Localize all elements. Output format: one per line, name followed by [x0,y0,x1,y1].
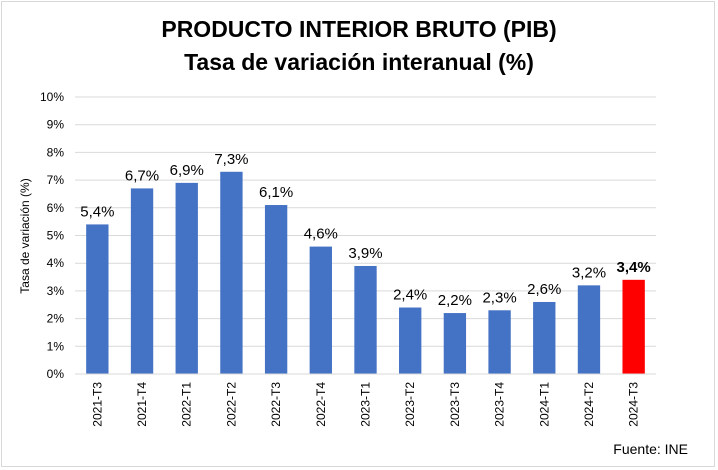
x-tick-label: 2023-T1 [359,382,373,427]
y-tick-label: 7% [47,173,65,187]
data-label: 2,6% [527,281,561,298]
data-label: 2,4% [393,287,427,304]
y-tick-label: 9% [47,118,65,132]
data-label: 3,2% [572,264,606,281]
chart-title: PRODUCTO INTERIOR BRUTO (PIB) [161,16,557,42]
chart-subtitle: Tasa de variación interanual (%) [184,49,534,75]
bar [86,224,109,374]
x-tick-label: 2022-T3 [269,382,283,427]
data-label: 2,3% [482,289,516,306]
x-tick-label: 2022-T4 [314,382,328,427]
bar [220,171,243,374]
x-tick-label: 2021-T3 [90,382,104,427]
data-label: 6,1% [259,184,293,201]
source-note: Fuente: INE [613,441,688,457]
y-tick-label: 4% [47,256,65,270]
bar [175,182,198,374]
x-tick-label: 2023-T2 [403,382,417,427]
y-tick-label: 2% [47,312,65,326]
data-label: 7,3% [214,151,248,168]
y-tick-label: 1% [47,339,65,353]
bar [354,265,377,374]
bar [533,301,556,374]
y-tick-label: 10% [40,90,64,104]
y-tick-label: 0% [47,367,65,381]
bar [488,310,511,374]
x-tick-label: 2023-T4 [493,382,507,427]
bar [130,188,154,374]
data-label: 6,9% [170,162,204,179]
bar [577,285,601,374]
y-tick-label: 6% [47,201,65,215]
x-tick-label: 2022-T1 [180,382,194,427]
data-label: 5,4% [80,203,114,220]
x-tick-label: 2024-T1 [537,382,551,427]
data-label: 3,4% [617,259,651,276]
data-label: 2,2% [438,292,472,309]
x-tick-label: 2022-T2 [224,382,238,427]
y-tick-label: 3% [47,284,65,298]
data-label: 4,6% [304,226,338,243]
bar [443,313,467,374]
bar [309,246,332,374]
x-tick-label: 2024-T3 [627,382,641,427]
bar [264,205,288,374]
x-tick-label: 2024-T2 [582,382,596,427]
y-tick-label: 8% [47,145,65,159]
x-tick-label: 2023-T3 [448,382,462,427]
bar [399,307,422,374]
y-tick-label: 5% [47,229,65,243]
x-tick-label: 2021-T4 [135,382,149,427]
bar [622,279,645,374]
data-label: 3,9% [348,245,382,262]
data-label: 6,7% [125,167,159,184]
